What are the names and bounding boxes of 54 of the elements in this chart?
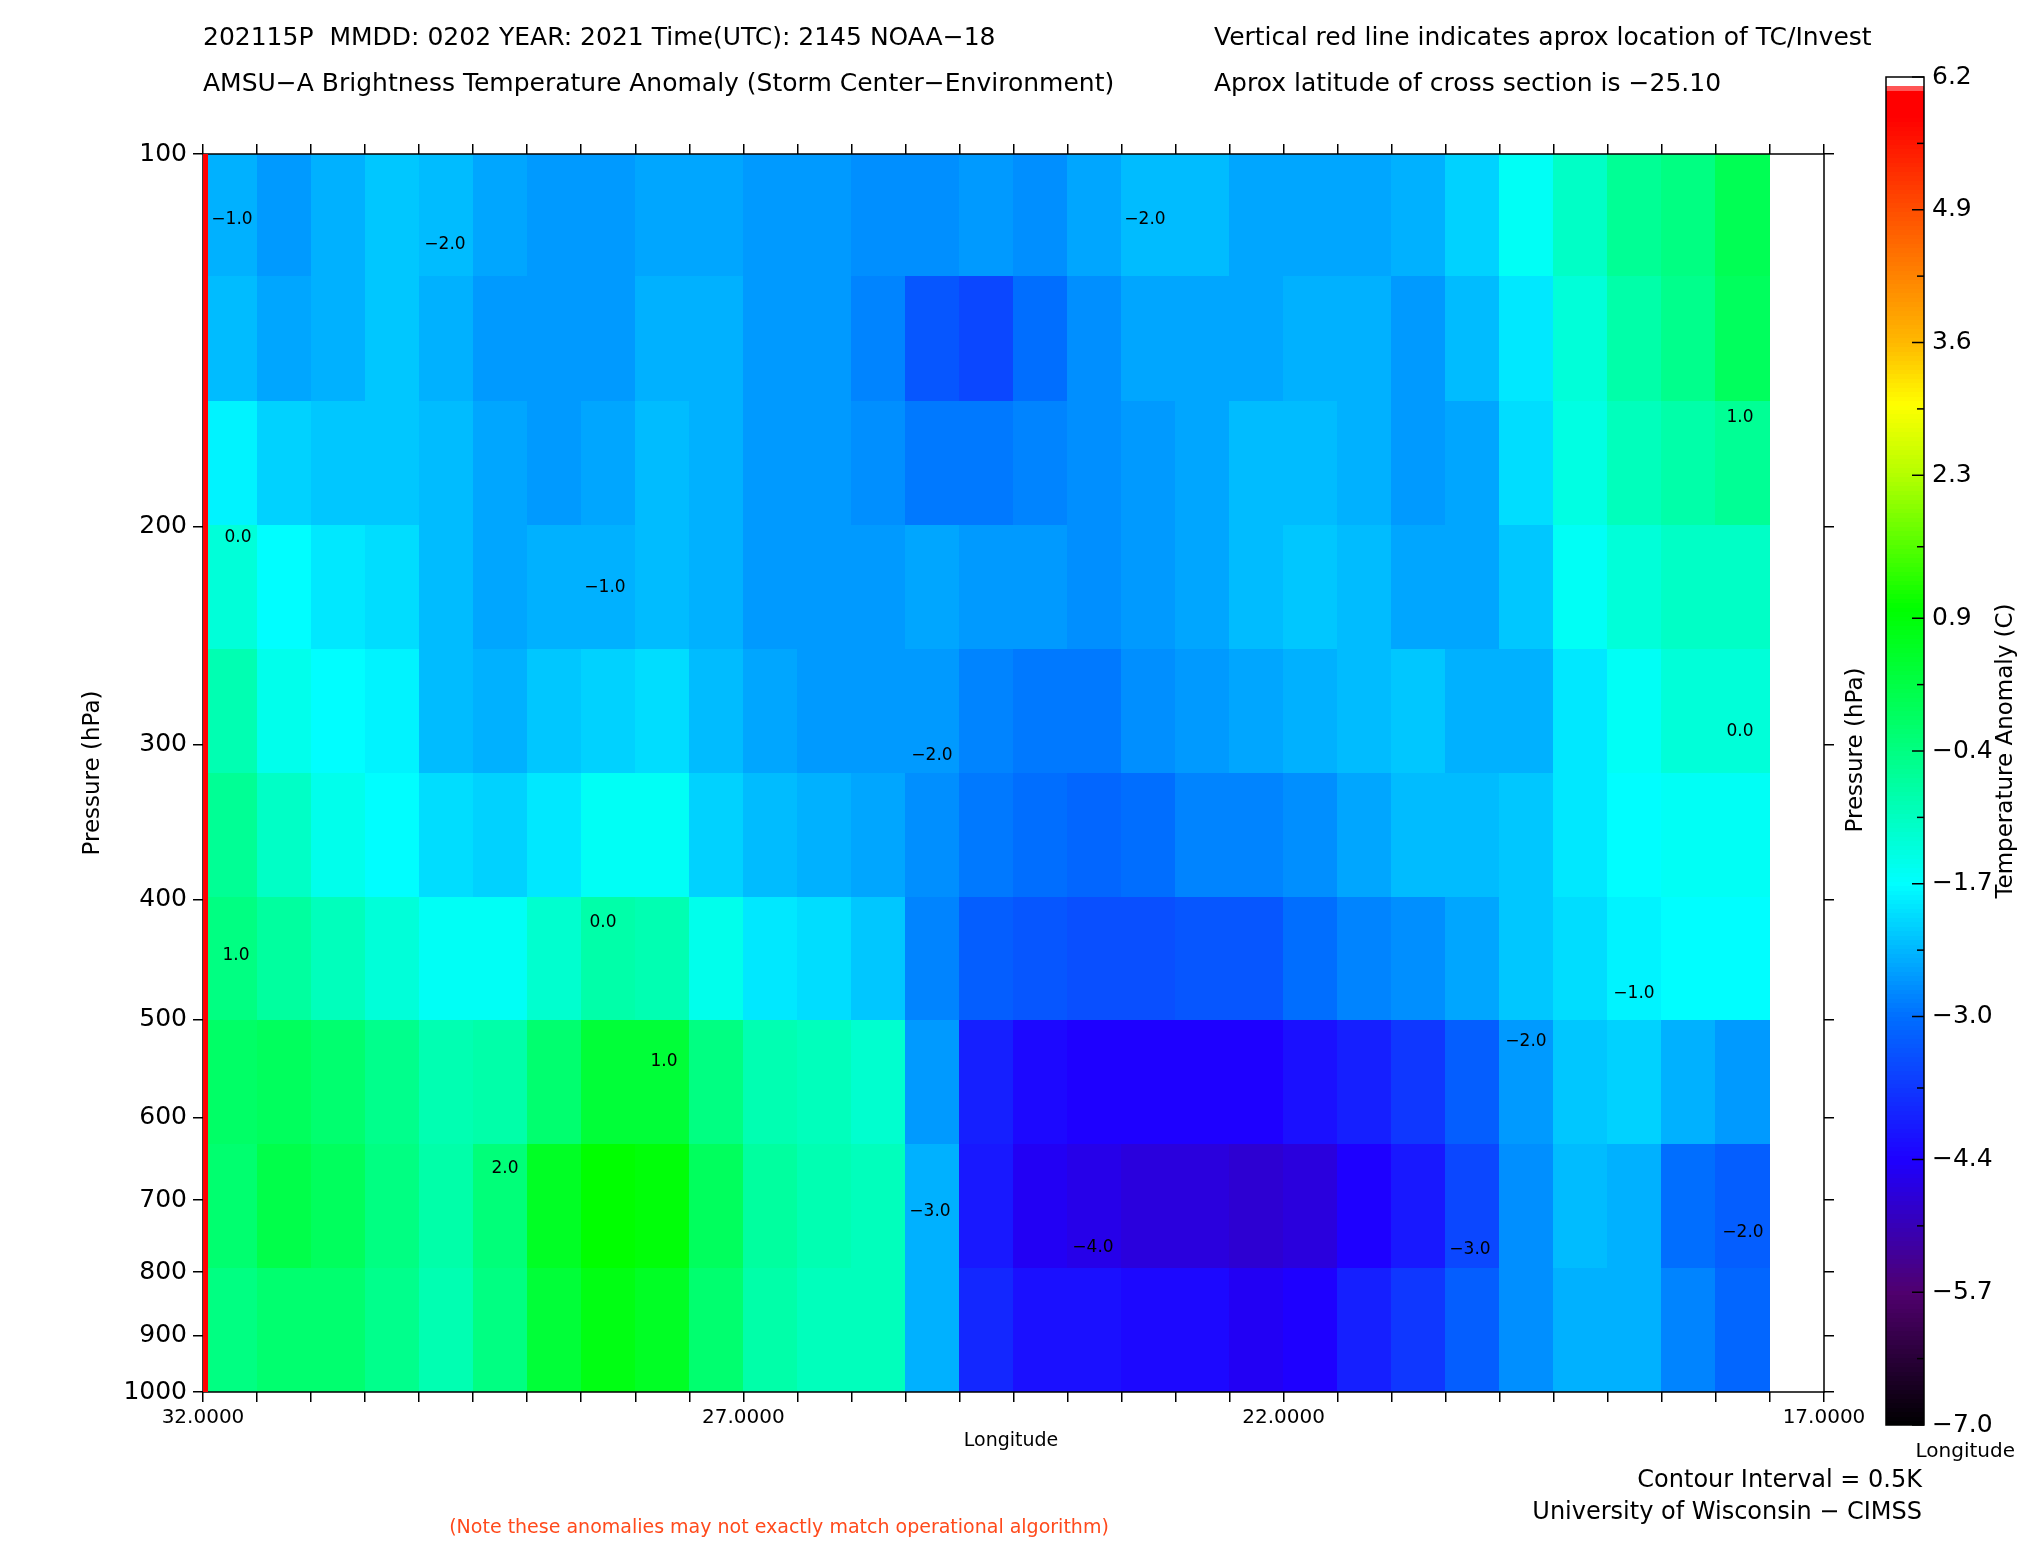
annotation: 1.0	[222, 944, 250, 965]
color-bar-label: 4.9	[1932, 193, 1972, 223]
y-axis-title: Pressure (hPa)	[77, 690, 104, 856]
x-tick-label: 22.0000	[1242, 1404, 1326, 1429]
x-axis-title: Longitude	[963, 1427, 1059, 1450]
annotation: −1.0	[211, 208, 253, 229]
y-tick-label: 100	[139, 137, 187, 167]
color-bar-label: −7.0	[1932, 1408, 1993, 1438]
y-tick-label: 800	[139, 1255, 187, 1285]
annotation: −2.0	[911, 744, 953, 765]
y2-axis-title: Pressure (hPa)	[1840, 667, 1867, 833]
text: Longitude	[1915, 1438, 2015, 1463]
annotation: −1.0	[1613, 982, 1655, 1003]
annotation: −3.0	[1449, 1238, 1491, 1259]
annotation: 1.0	[1726, 406, 1754, 427]
text: Vertical red line indicates aprox location of TC/Invest	[1214, 21, 1872, 51]
chart-title: 202115P MMDD: 0202 YEAR: 2021 Time(UTC): 2145 NOAA−18	[203, 21, 996, 51]
text: University of Wisconsin − CIMSS	[1532, 1497, 1922, 1526]
text: Contour Interval = 0.5K	[1637, 1465, 1924, 1494]
x-tick-label: 32.0000	[161, 1404, 245, 1429]
color-bar-label: 2.3	[1932, 458, 1972, 488]
y-tick-label: 700	[139, 1183, 187, 1213]
annotation: 2.0	[491, 1157, 519, 1178]
annotation: 1.0	[650, 1050, 678, 1071]
y-tick-label: 200	[139, 510, 187, 540]
annotation: −2.0	[1505, 1030, 1547, 1051]
annotation: −2.0	[1124, 208, 1166, 229]
color-bar-label: 6.2	[1932, 60, 1972, 90]
chart-subtitle: AMSU−A Brightness Temperature Anomaly (Storm Center−Environment)	[203, 67, 1115, 97]
y-tick-label: 400	[139, 882, 187, 912]
color-bar-label: −1.7	[1932, 867, 1993, 897]
annotation: −3.0	[909, 1200, 951, 1221]
annotation: 0.0	[589, 911, 617, 932]
y-tick-label: 300	[139, 728, 187, 758]
y-tick-label: 600	[139, 1100, 187, 1130]
annotation: −2.0	[424, 233, 466, 254]
color-bar-label: 3.6	[1932, 326, 1972, 356]
annotation: −1.0	[584, 576, 626, 597]
x-tick-label: 27.0000	[701, 1404, 785, 1429]
annotation: −2.0	[1722, 1221, 1764, 1242]
text: Aprox latitude of cross section is −25.10	[1214, 67, 1722, 97]
x-tick-label: 17.0000	[1782, 1404, 1866, 1429]
color-bar-label: −3.0	[1932, 1000, 1993, 1030]
annotation: −4.0	[1072, 1236, 1114, 1257]
y-tick-label: 900	[139, 1318, 187, 1348]
y-tick-label: 1000	[123, 1375, 187, 1405]
color-bar-label: −5.7	[1932, 1275, 1993, 1305]
annotation: 0.0	[1726, 720, 1754, 741]
color-bar-label: −0.4	[1932, 734, 1993, 764]
text: (Note these anomalies may not exactly match operational algorithm)	[449, 1514, 1109, 1537]
y-tick-label: 500	[139, 1002, 187, 1032]
color-bar-label: 0.9	[1932, 601, 1972, 631]
color-bar-label: −4.4	[1932, 1142, 1993, 1172]
annotation: 0.0	[224, 526, 252, 547]
